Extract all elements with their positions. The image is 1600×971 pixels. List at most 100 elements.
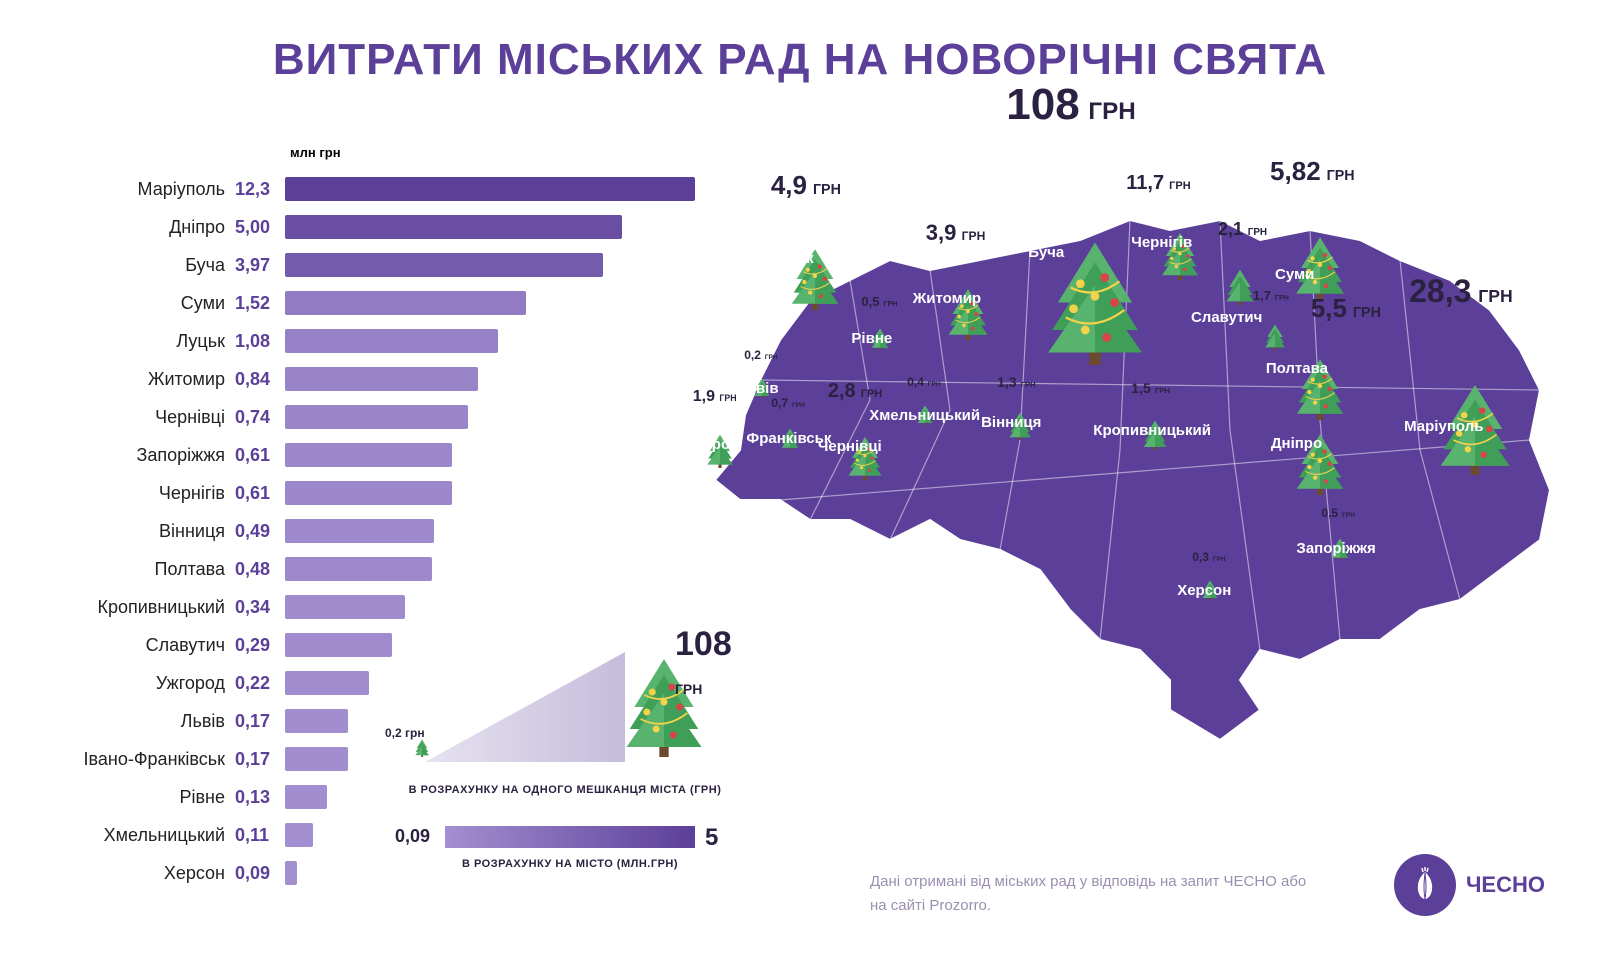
chart-row-label: Дніпро xyxy=(60,217,235,238)
chart-row-value: 0,17 xyxy=(235,711,285,732)
map-tree: 0,7 ГРНФранківськ xyxy=(781,428,798,450)
chart-row-bar xyxy=(285,443,452,467)
chart-row-label: Житомир xyxy=(60,369,235,390)
chart-row-label: Хмельницький xyxy=(60,825,235,846)
chart-row: Чернівці0,74 xyxy=(60,398,700,436)
chart-row: Луцьк1,08 xyxy=(60,322,700,360)
map-city-label: Полтава xyxy=(1266,360,1328,377)
map-tree: 0,4 ГРНХмельницький xyxy=(917,405,933,425)
chart-row: Маріуполь12,3 xyxy=(60,170,700,208)
chart-row: Кропивницький0,34 xyxy=(60,588,700,626)
chart-row-label: Вінниця xyxy=(60,521,235,542)
legend-bar-caption: В РОЗРАХУНКУ НА МІСТО (МЛН.ГРН) xyxy=(445,858,695,870)
map-city-label: Дніпро xyxy=(1271,435,1322,452)
chart-row-value: 0,13 xyxy=(235,787,285,808)
map-tree-value: 1,9 ГРН xyxy=(693,388,737,406)
legend-bar-gradient xyxy=(445,826,695,848)
chart-row: Дніпро5,00 xyxy=(60,208,700,246)
map-city-label: Чернівці xyxy=(818,438,882,455)
map-tree: 1,5 ГРНКропивницький xyxy=(1143,420,1166,450)
chart-row: Суми1,52 xyxy=(60,284,700,322)
legend-big-value: 108 ГРН xyxy=(675,625,735,703)
chart-row-label: Полтава xyxy=(60,559,235,580)
map-tree: 1,7 ГРН xyxy=(1265,324,1285,350)
legend-tree-caption: В РОЗРАХУНКУ НА ОДНОГО МЕШКАНЦЯ МІСТА (Г… xyxy=(395,784,735,796)
chart-row-value: 1,08 xyxy=(235,331,285,352)
map-city-label: Херсон xyxy=(1177,582,1231,599)
map-tree: 1,9 ГРНУжгород xyxy=(707,434,734,468)
chart-row-value: 0,17 xyxy=(235,749,285,770)
map-city-label: Маріуполь xyxy=(1404,418,1483,435)
chart-row-value: 3,97 xyxy=(235,255,285,276)
map-tree: 4,9 ГРНЛуцьк xyxy=(791,248,839,310)
tree-icon xyxy=(415,739,429,762)
map-city-label: Славутич xyxy=(1191,309,1262,326)
chart-row-label: Суми xyxy=(60,293,235,314)
map-city-label: Житомир xyxy=(913,290,981,307)
chart-row-bar xyxy=(285,747,348,771)
map-tree-value: 4,9 ГРН xyxy=(771,170,841,201)
chart-row-value: 0,49 xyxy=(235,521,285,542)
ukraine-map: 4,9 ГРНЛуцьк 0,5 ГРНРівне 3,9 ГРНЖитомир… xyxy=(700,150,1580,770)
map-tree-value: 108 ГРН xyxy=(1006,80,1135,130)
chart-row-bar xyxy=(285,481,452,505)
chart-row-label: Маріуполь xyxy=(60,179,235,200)
chart-row-label: Івано-Франківськ xyxy=(60,749,235,770)
map-tree: 1,3 ГРНВінниця xyxy=(1009,412,1031,440)
map-tree-value: 2,8 ГРН xyxy=(828,380,882,403)
map-tree: 0,3 ГРНХерсон xyxy=(1202,580,1218,600)
chart-row-value: 0,61 xyxy=(235,483,285,504)
chart-row-bar xyxy=(285,405,468,429)
map-city-label: Ужгород xyxy=(677,436,740,453)
map-city-label: Хмельницький xyxy=(869,407,980,424)
source-note: Дані отримані від міських рад у відповід… xyxy=(870,870,1320,918)
map-tree: 2,8 ГРНЧернівці xyxy=(848,436,882,480)
map-tree-value: 0,5 ГРН xyxy=(1321,506,1354,520)
map-tree-value: 0,2 ГРН xyxy=(744,348,777,362)
chart-row-label: Луцьк xyxy=(60,331,235,352)
map-tree-value: 0,7 ГРН xyxy=(771,396,804,410)
map-city-label: Кропивницький xyxy=(1093,422,1211,439)
map-tree-value: 3,9 ГРН xyxy=(926,220,986,246)
chart-unit-label: млн грн xyxy=(290,145,700,160)
legend: 0,2 грн 108 ГРН В РОЗРАХУНКУ НА ОДНОГО М… xyxy=(395,630,735,876)
logo-text: ЧЕСНО xyxy=(1466,872,1545,898)
map-tree-value: 5,82 ГРН xyxy=(1270,156,1355,187)
legend-bar-max: 5 xyxy=(705,824,718,852)
map-tree: 0,5 ГРНРівне xyxy=(871,328,888,350)
map-tree-value: 1,7 ГРН xyxy=(1253,288,1289,303)
chart-row-label: Львів xyxy=(60,711,235,732)
chart-row-value: 0,84 xyxy=(235,369,285,390)
chart-row-value: 0,48 xyxy=(235,559,285,580)
chart-row-bar xyxy=(285,595,405,619)
map-tree: 108 ГРНБуча xyxy=(1046,240,1144,365)
legend-bar-min: 0,09 xyxy=(395,826,430,847)
map-tree-value: 11,7 ГРН xyxy=(1126,172,1190,195)
legend-bar-scale: 0,09 5 В РОЗРАХУНКУ НА МІСТО (МЛН.ГРН) xyxy=(395,826,735,876)
map-tree-value: 2,1 ГРН xyxy=(1218,219,1267,240)
chart-row-value: 0,61 xyxy=(235,445,285,466)
page-title: ВИТРАТИ МІСЬКИХ РАД НА НОВОРІЧНІ СВЯТА xyxy=(0,35,1600,85)
chart-row-value: 1,52 xyxy=(235,293,285,314)
map-city-label: Суми xyxy=(1275,266,1314,283)
chart-row-label: Славутич xyxy=(60,635,235,656)
chart-row: Запоріжжя0,61 xyxy=(60,436,700,474)
chart-row-value: 0,29 xyxy=(235,635,285,656)
chart-row-bar xyxy=(285,329,498,353)
chart-row-label: Ужгород xyxy=(60,673,235,694)
chart-row-bar xyxy=(285,177,695,201)
chart-row-label: Херсон xyxy=(60,863,235,884)
map-tree: 3,9 ГРНЖитомир xyxy=(948,288,989,340)
legend-small-value: 0,2 грн xyxy=(385,726,425,740)
map-tree: 0,5 ГРНЗапоріжжя xyxy=(1331,538,1348,560)
map-tree-value: 1,5 ГРН xyxy=(1131,380,1170,396)
map-tree-value: 0,4 ГРН xyxy=(907,375,940,389)
chart-row-bar xyxy=(285,519,434,543)
map-city-label: Вінниця xyxy=(981,414,1041,431)
chart-row-bar xyxy=(285,253,603,277)
map-tree: Дніпро xyxy=(1296,433,1344,495)
map-city-label: Буча xyxy=(1028,244,1064,261)
chart-row-bar xyxy=(285,633,392,657)
map-tree-value: 1,3 ГРН xyxy=(997,374,1036,390)
chart-row-bar xyxy=(285,291,526,315)
